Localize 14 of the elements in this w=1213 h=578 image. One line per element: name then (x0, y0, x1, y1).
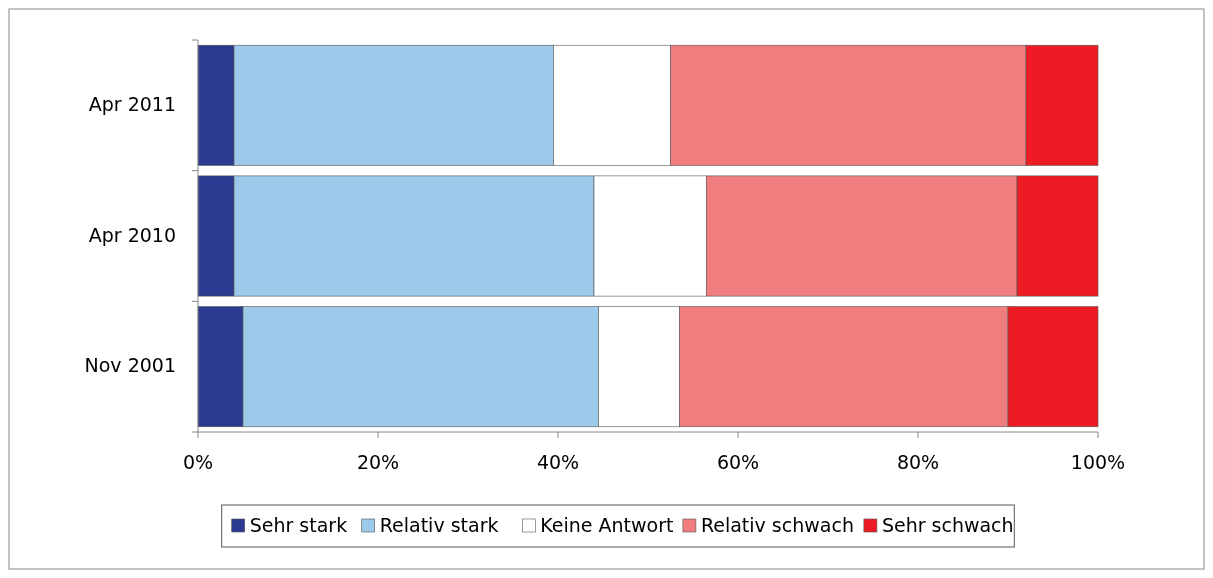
x-tick-label: 60% (716, 451, 760, 473)
y-tick-label: Nov 2001 (84, 354, 176, 377)
x-tick-label: 80% (896, 451, 940, 473)
y-tick-label: Apr 2011 (88, 92, 176, 115)
x-tick-label: 40% (536, 451, 580, 473)
x-tick-label: 0% (182, 451, 214, 473)
legend-label: Sehr schwach (881, 513, 1014, 536)
legend-label: Relativ schwach (700, 513, 854, 536)
x-tick-label: 20% (356, 451, 400, 473)
legend-label: Relativ stark (379, 513, 499, 536)
x-tick-label: 100% (1070, 451, 1126, 473)
legend-label: Sehr stark (249, 513, 348, 536)
y-tick-label: Apr 2010 (88, 223, 176, 246)
legend-label: Keine Antwort (540, 513, 674, 536)
